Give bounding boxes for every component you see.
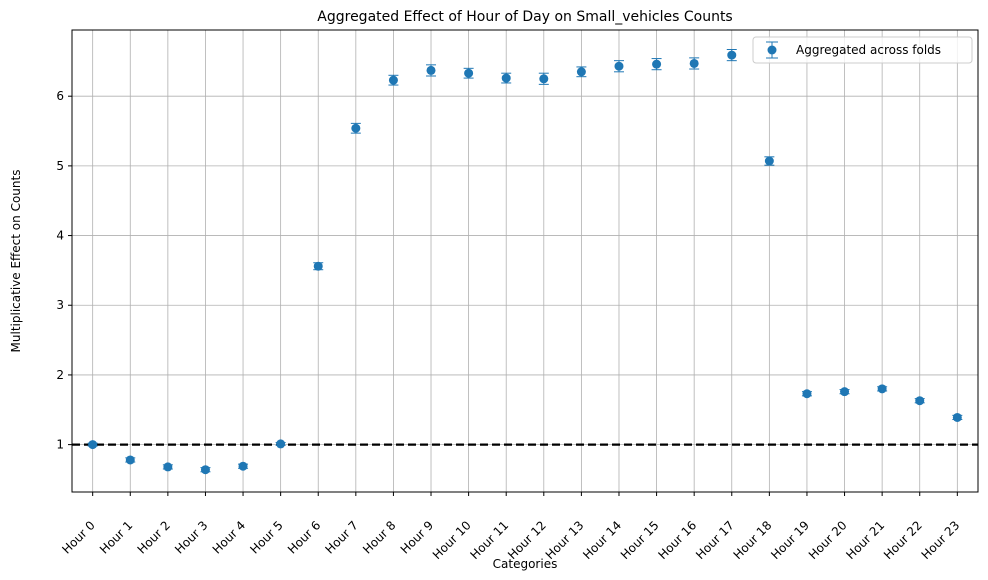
x-tick-label: Hour 19 bbox=[768, 518, 812, 562]
x-tick-label: Hour 17 bbox=[693, 518, 737, 562]
data-points bbox=[88, 50, 962, 475]
x-tick-label: Hour 10 bbox=[430, 518, 474, 562]
x-tick-label: Hour 4 bbox=[210, 518, 248, 556]
plot-frame bbox=[71, 29, 979, 493]
x-tick-label: Hour 6 bbox=[285, 518, 323, 556]
x-tick-label: Hour 21 bbox=[843, 518, 887, 562]
x-axis-title: Categories bbox=[493, 557, 558, 571]
x-tick-label: Hour 18 bbox=[731, 518, 775, 562]
y-tick-label: 3 bbox=[56, 298, 64, 312]
legend-box bbox=[752, 36, 973, 64]
data-point bbox=[915, 396, 925, 406]
x-tick-label: Hour 3 bbox=[172, 518, 210, 556]
data-point bbox=[163, 462, 173, 472]
data-point bbox=[125, 455, 135, 465]
data-point bbox=[727, 50, 737, 60]
data-point bbox=[238, 461, 248, 471]
x-tick-label: Hour 5 bbox=[247, 518, 285, 556]
x-tick-label: Hour 7 bbox=[323, 518, 361, 556]
x-tick-label: Hour 2 bbox=[135, 518, 173, 556]
data-point bbox=[501, 73, 511, 83]
y-tick-label: 5 bbox=[56, 159, 64, 173]
legend-label: Aggregated across folds bbox=[796, 43, 941, 57]
y-tick-label: 2 bbox=[56, 368, 64, 382]
data-point bbox=[840, 387, 850, 397]
y-tick-label: 1 bbox=[56, 438, 64, 452]
data-point bbox=[652, 59, 662, 69]
x-tick-label: Hour 23 bbox=[919, 518, 963, 562]
x-tick-label: Hour 13 bbox=[543, 518, 587, 562]
legend: Aggregated across folds bbox=[752, 36, 973, 64]
data-point bbox=[88, 440, 98, 450]
legend-marker bbox=[767, 45, 777, 55]
data-point bbox=[464, 68, 474, 78]
error-bars bbox=[87, 49, 963, 473]
y-axis-title: Multiplicative Effect on Counts bbox=[9, 170, 23, 353]
data-point bbox=[614, 61, 624, 71]
data-point bbox=[351, 123, 361, 133]
data-point bbox=[802, 389, 812, 399]
data-point bbox=[388, 75, 398, 85]
x-tick-label: Hour 14 bbox=[580, 518, 624, 562]
x-ticks: Hour 0 Hour 1 Hour 2 Hour 3 Hour 4 Hour 5 Hour… bbox=[59, 492, 962, 562]
x-tick-label: Hour 1 bbox=[97, 518, 135, 556]
data-point bbox=[689, 58, 699, 68]
grid bbox=[72, 30, 978, 492]
x-tick-label: Hour 15 bbox=[618, 518, 662, 562]
x-tick-label: Hour 20 bbox=[806, 518, 850, 562]
data-point bbox=[200, 465, 210, 475]
data-point bbox=[276, 439, 286, 449]
data-point bbox=[877, 384, 887, 394]
x-tick-label: Hour 11 bbox=[467, 518, 511, 562]
data-point bbox=[764, 156, 774, 166]
data-point bbox=[576, 67, 586, 77]
x-tick-label: Hour 0 bbox=[59, 518, 97, 556]
data-point bbox=[426, 65, 436, 75]
y-tick-label: 4 bbox=[56, 229, 64, 243]
x-tick-label: Hour 12 bbox=[505, 518, 549, 562]
data-point bbox=[313, 261, 323, 271]
data-point bbox=[539, 74, 549, 84]
y-tick-label: 6 bbox=[56, 89, 64, 103]
chart-title: Aggregated Effect of Hour of Day on Smal… bbox=[317, 9, 732, 25]
x-tick-label: Hour 22 bbox=[881, 518, 925, 562]
data-point bbox=[952, 412, 962, 422]
x-tick-label: Hour 16 bbox=[655, 518, 699, 562]
y-ticks: 1 2 3 4 5 6 bbox=[56, 89, 72, 452]
x-tick-label: Hour 8 bbox=[360, 518, 398, 556]
